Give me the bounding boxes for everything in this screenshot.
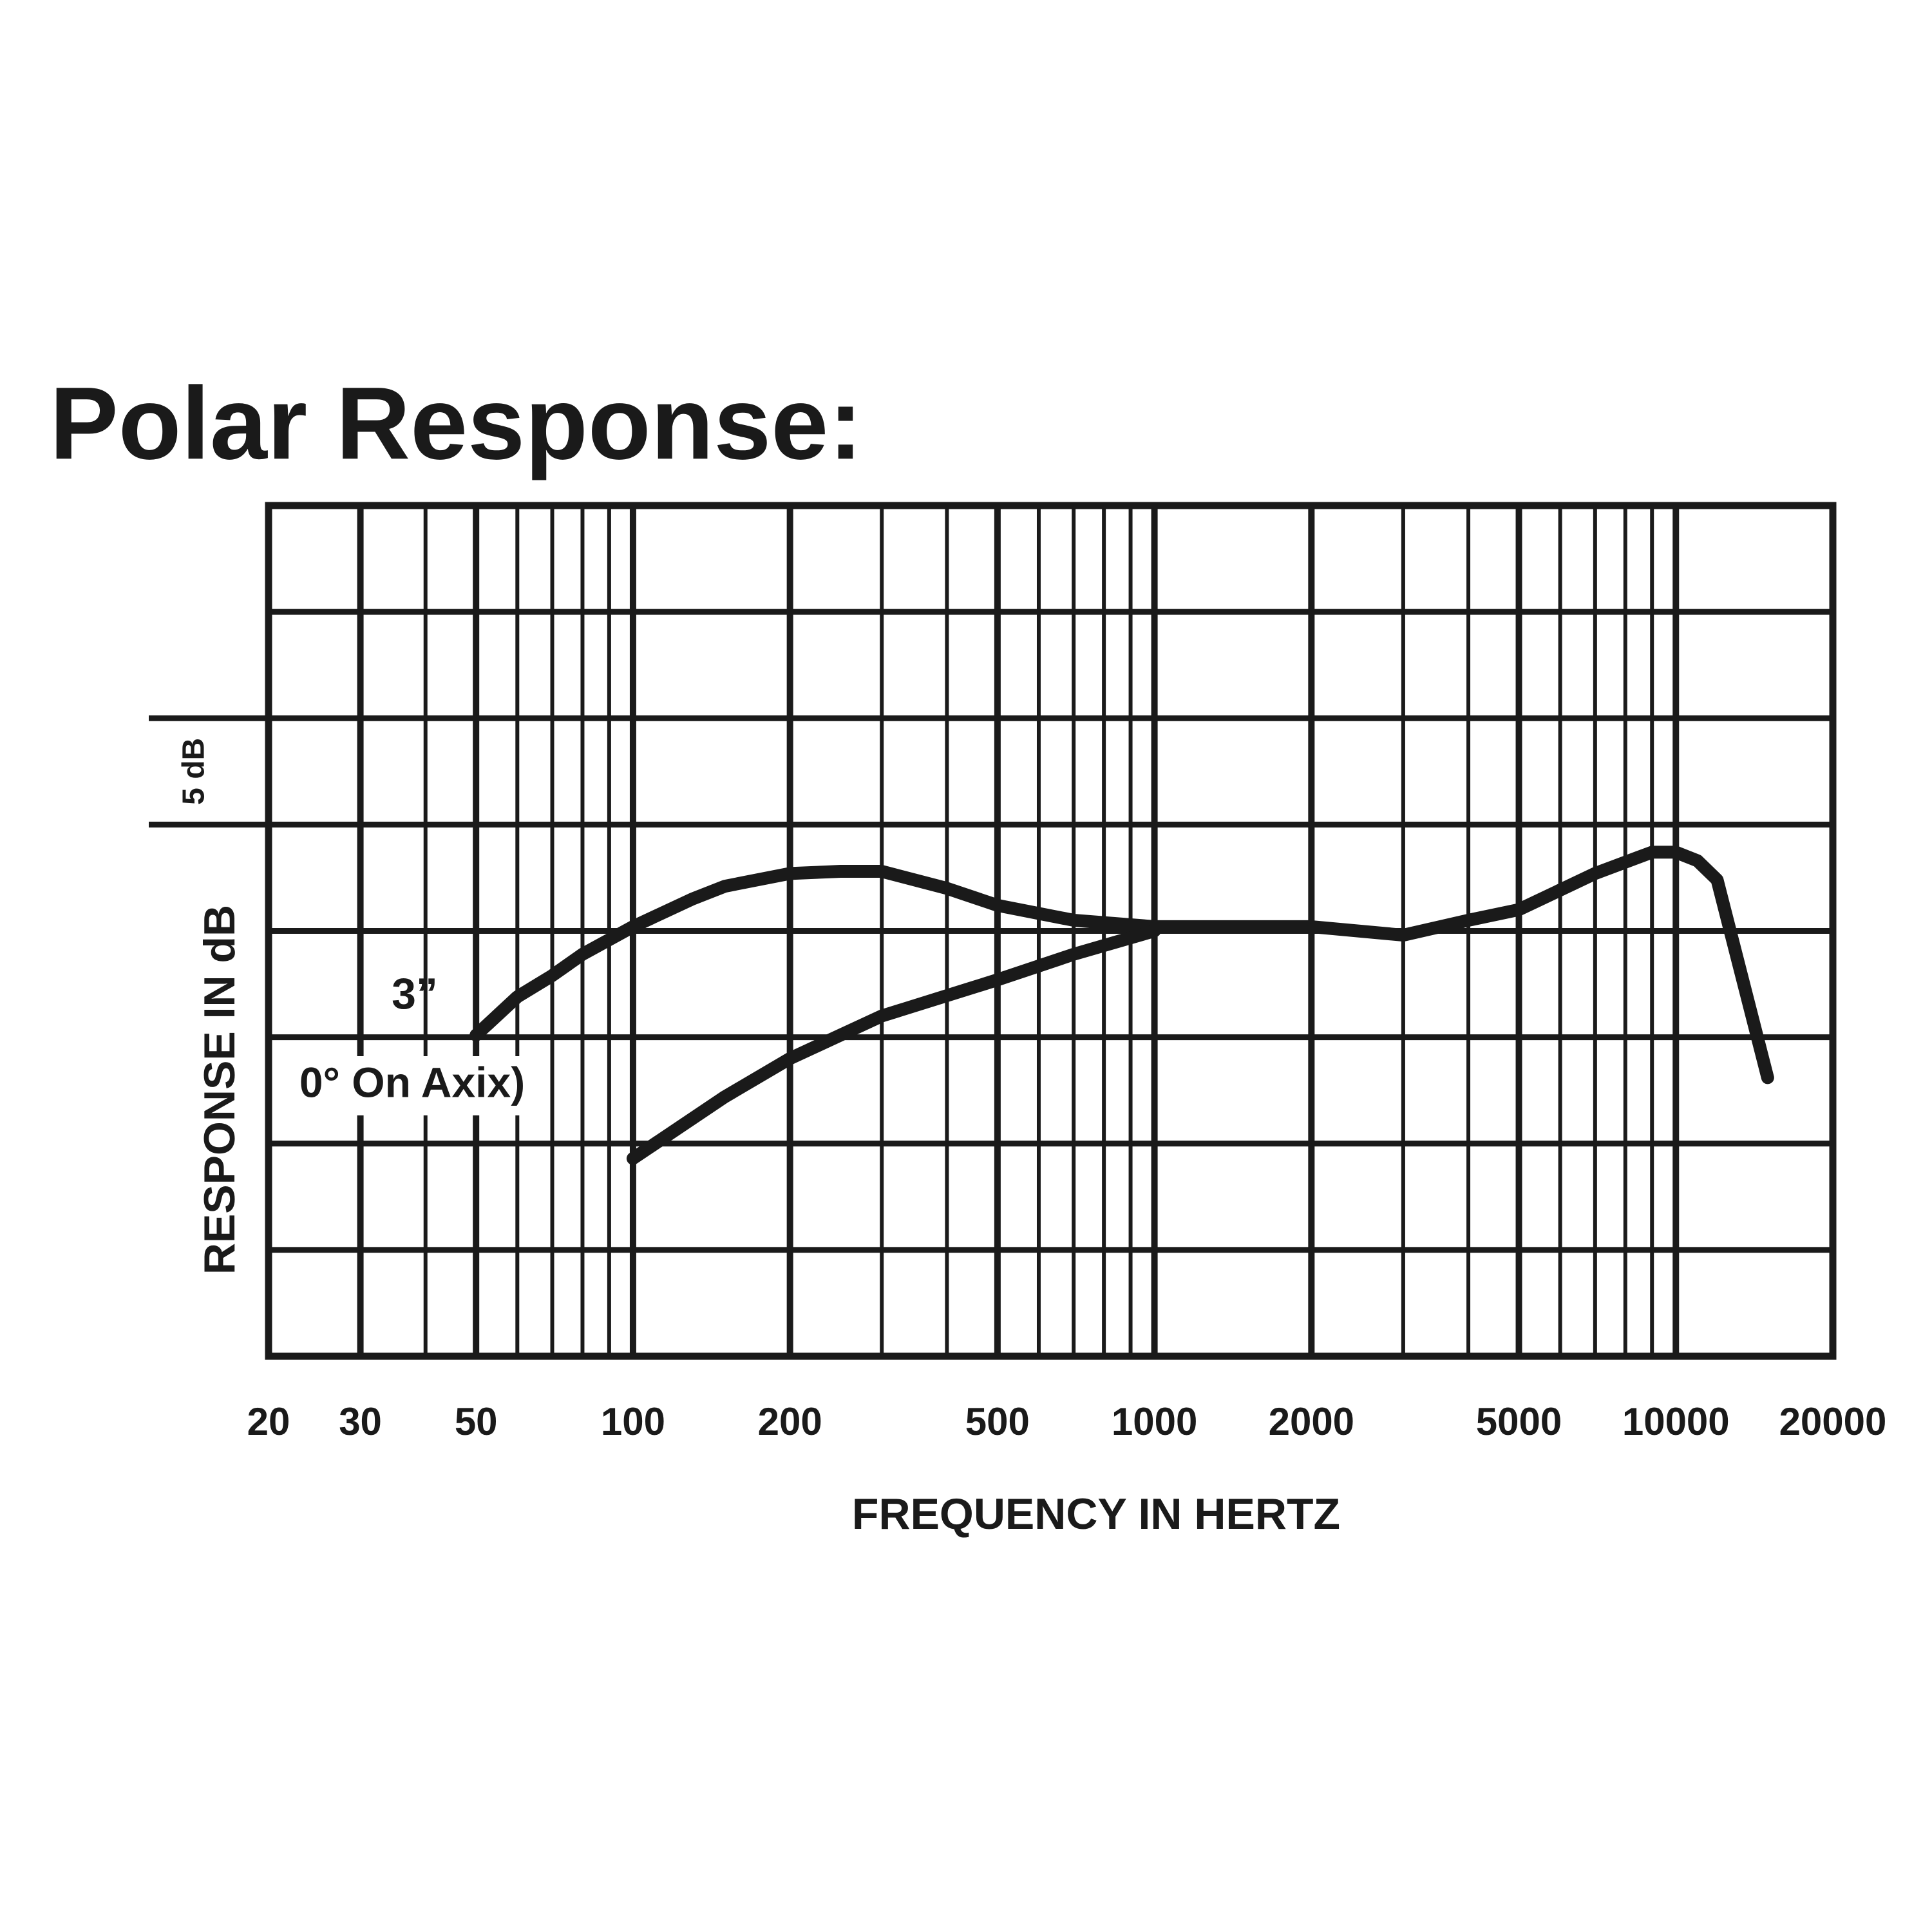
annotation: 5 dB	[177, 738, 211, 805]
chart-title: Polar Response:	[50, 365, 863, 480]
x-tick-label: 2000	[1269, 1400, 1354, 1443]
line-series	[469, 846, 1774, 1084]
series-label: 0° On Axix)	[299, 1058, 525, 1106]
x-tick-label: 20000	[1779, 1400, 1887, 1443]
x-tick-label: 100	[601, 1400, 665, 1443]
x-tick-label: 20	[247, 1400, 290, 1443]
x-tick-label: 5000	[1476, 1400, 1562, 1443]
x-axis-label: FREQUENCY IN HERTZ	[852, 1490, 1340, 1539]
line-series	[626, 924, 1161, 1165]
y-axis-label: RESPONSE IN dB	[195, 905, 244, 1274]
x-tick-label: 50	[455, 1400, 498, 1443]
x-tick-label: 200	[758, 1400, 822, 1443]
x-tick-label: 10000	[1622, 1400, 1730, 1443]
x-tick-label: 30	[339, 1400, 382, 1443]
series-label: 3”	[392, 969, 438, 1018]
plot-frame	[265, 502, 1837, 1360]
x-tick-label: 500	[965, 1400, 1030, 1443]
x-tick-label: 1000	[1112, 1400, 1197, 1443]
series-label-bg	[283, 1056, 538, 1115]
